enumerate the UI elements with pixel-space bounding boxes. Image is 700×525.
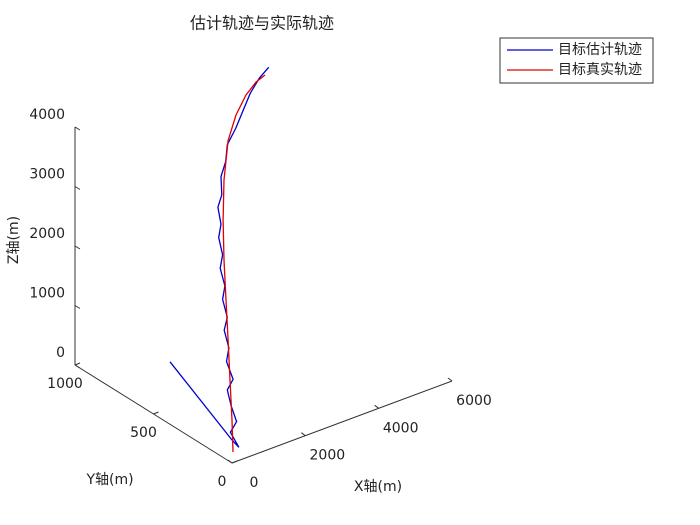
x-tick-label: 2000 (310, 448, 346, 464)
z-tick (74, 245, 81, 250)
y-tick-label: 0 (218, 474, 227, 490)
trajectory-line (169, 66, 270, 448)
x-tick (447, 377, 453, 382)
y-tick (153, 411, 159, 415)
z-tick (74, 186, 81, 190)
x-tick (301, 432, 306, 437)
z-tick (74, 364, 81, 369)
z-tick-label: 2000 (29, 226, 65, 242)
x-tick-label: 0 (250, 475, 259, 491)
z-tick (74, 305, 81, 309)
y-tick (74, 362, 81, 366)
y-tick-label: 500 (130, 425, 157, 441)
y-tick (231, 460, 238, 464)
x-tick-label: 6000 (456, 393, 492, 409)
legend-label: 目标真实轨迹 (558, 62, 642, 78)
x-tick (227, 459, 233, 464)
y-tick-label: 1000 (47, 376, 83, 392)
z-tick-label: 4000 (29, 107, 65, 123)
z-tick-label: 0 (56, 345, 65, 361)
z-tick-label: 1000 (29, 286, 65, 302)
x-tick-label: 4000 (383, 420, 419, 436)
x-axis-label: X轴(m) (354, 479, 402, 495)
y-axis-label: Y轴(m) (85, 472, 133, 488)
x-tick (374, 404, 379, 409)
trajectory-line (222, 74, 266, 453)
z-axis-label: Z轴(m) (6, 216, 22, 264)
z-tick-label: 3000 (29, 167, 65, 183)
legend-box (499, 37, 654, 84)
z-tick (74, 126, 81, 131)
chart-title: 估计轨迹与实际轨迹 (190, 14, 334, 33)
legend-label: 目标估计轨迹 (558, 42, 642, 58)
x-axis (231, 380, 453, 464)
